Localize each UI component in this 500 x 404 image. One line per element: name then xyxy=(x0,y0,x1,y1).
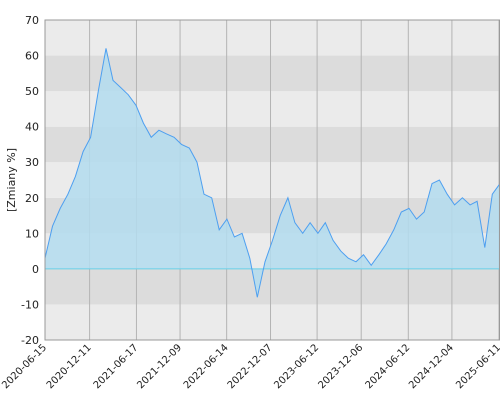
y-tick-label: 30 xyxy=(25,156,39,169)
x-tick-label: 2024-06-12 xyxy=(364,342,413,391)
x-tick-label: 2022-12-07 xyxy=(226,342,275,391)
y-tick-label: 0 xyxy=(32,263,39,276)
y-tick-label: 60 xyxy=(25,50,39,63)
grid-band xyxy=(45,268,500,305)
area-fill xyxy=(45,48,500,298)
x-tick-label: 2023-12-06 xyxy=(316,342,365,391)
y-tick-label: -10 xyxy=(21,298,39,311)
y-tick-label: -20 xyxy=(21,334,39,347)
x-tick-label: 2022-06-14 xyxy=(182,342,231,391)
y-tick-label: 20 xyxy=(25,192,39,205)
x-tick-label: 2021-06-17 xyxy=(92,342,141,391)
grid-band xyxy=(45,20,500,56)
x-tick-label: 2020-06-15 xyxy=(0,342,49,391)
y-axis-label: [Zmiany %] xyxy=(5,148,18,212)
x-tick-label: 2025-06-11 xyxy=(454,342,500,391)
y-tick-label: 50 xyxy=(25,85,39,98)
y-tick-label: 40 xyxy=(25,121,39,134)
grid-band xyxy=(45,55,500,92)
x-tick-label: 2023-06-12 xyxy=(272,342,321,391)
x-tick-label: 2024-12-04 xyxy=(407,342,456,391)
x-tick-label: 2021-12-09 xyxy=(135,342,184,391)
x-tick-label: 2020-12-11 xyxy=(45,342,94,391)
y-tick-label: 10 xyxy=(25,227,39,240)
line xyxy=(44,48,500,298)
y-tick-label: 70 xyxy=(25,14,39,27)
grid-band xyxy=(45,304,500,340)
